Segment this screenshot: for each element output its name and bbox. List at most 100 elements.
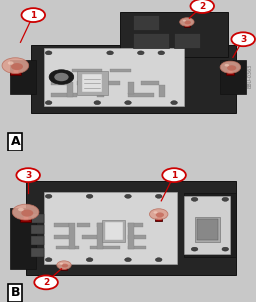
Bar <box>157 217 161 220</box>
Circle shape <box>125 258 131 262</box>
Bar <box>10 60 36 94</box>
Circle shape <box>86 194 93 198</box>
Circle shape <box>156 212 164 217</box>
Circle shape <box>162 168 186 182</box>
Text: A: A <box>10 135 20 149</box>
Circle shape <box>22 8 45 22</box>
Bar <box>31 236 44 245</box>
Text: 1: 1 <box>30 11 36 20</box>
Bar <box>82 74 102 92</box>
Bar <box>97 223 115 226</box>
Bar <box>31 225 44 234</box>
Bar <box>54 223 69 226</box>
Text: B: B <box>10 286 20 300</box>
Bar <box>97 82 104 97</box>
Bar <box>133 33 169 48</box>
Circle shape <box>2 58 29 73</box>
Text: 3: 3 <box>240 35 246 44</box>
Circle shape <box>191 247 198 251</box>
Circle shape <box>171 101 177 105</box>
Bar <box>102 220 125 242</box>
Bar <box>54 235 74 239</box>
Circle shape <box>231 32 255 46</box>
Bar <box>77 71 108 95</box>
Circle shape <box>12 204 39 220</box>
Bar <box>184 193 236 257</box>
Circle shape <box>45 258 52 262</box>
Text: 2: 2 <box>199 2 205 11</box>
Bar <box>51 81 69 85</box>
Bar <box>128 223 143 226</box>
Bar <box>97 223 103 249</box>
Bar <box>184 25 190 27</box>
Circle shape <box>150 209 168 220</box>
Bar <box>10 208 36 269</box>
Text: 2: 2 <box>43 278 49 287</box>
Circle shape <box>153 211 157 214</box>
Bar <box>105 222 123 240</box>
Circle shape <box>21 210 33 217</box>
Circle shape <box>54 73 69 81</box>
Circle shape <box>225 64 229 66</box>
Circle shape <box>222 247 229 251</box>
Circle shape <box>191 198 198 201</box>
Circle shape <box>137 51 144 55</box>
Circle shape <box>57 261 71 269</box>
Bar <box>133 15 159 30</box>
Bar <box>62 267 66 269</box>
Circle shape <box>45 194 52 198</box>
Bar <box>184 196 230 254</box>
Bar <box>31 248 44 257</box>
Text: 3: 3 <box>25 171 31 180</box>
Bar <box>120 12 228 57</box>
Text: 1: 1 <box>171 171 177 180</box>
Bar <box>13 69 18 73</box>
Bar <box>226 71 234 75</box>
Circle shape <box>86 258 93 262</box>
Bar <box>128 82 134 94</box>
Bar <box>31 45 236 113</box>
Circle shape <box>60 263 63 265</box>
Bar <box>82 235 108 239</box>
Bar <box>195 217 220 242</box>
Bar <box>228 70 232 73</box>
Bar <box>155 217 162 221</box>
Bar <box>56 246 79 249</box>
Bar <box>51 93 77 97</box>
Bar <box>128 223 134 249</box>
Bar <box>128 93 154 97</box>
Bar <box>23 216 28 220</box>
Circle shape <box>183 20 186 21</box>
Bar <box>197 219 218 240</box>
Bar <box>44 192 177 264</box>
Circle shape <box>185 21 191 24</box>
Circle shape <box>18 208 24 211</box>
Bar <box>31 214 44 223</box>
Bar <box>110 69 131 72</box>
Bar <box>141 81 159 85</box>
Circle shape <box>45 51 52 55</box>
Circle shape <box>158 51 165 55</box>
Circle shape <box>45 101 52 105</box>
Bar <box>69 223 75 249</box>
Circle shape <box>94 101 101 105</box>
Circle shape <box>220 61 241 73</box>
Bar <box>26 181 236 275</box>
Bar <box>77 81 92 85</box>
Circle shape <box>125 194 131 198</box>
Bar <box>220 60 246 94</box>
Bar <box>67 82 73 97</box>
Circle shape <box>11 63 23 70</box>
Bar <box>128 246 146 249</box>
Bar <box>97 81 120 85</box>
Circle shape <box>180 18 194 26</box>
Text: B8U-0363: B8U-0363 <box>247 63 252 88</box>
Circle shape <box>8 61 14 65</box>
Circle shape <box>155 194 162 198</box>
Circle shape <box>107 51 113 55</box>
Circle shape <box>125 101 131 105</box>
Bar <box>185 24 188 26</box>
Bar <box>10 71 21 76</box>
Circle shape <box>227 65 236 71</box>
Circle shape <box>190 0 214 13</box>
